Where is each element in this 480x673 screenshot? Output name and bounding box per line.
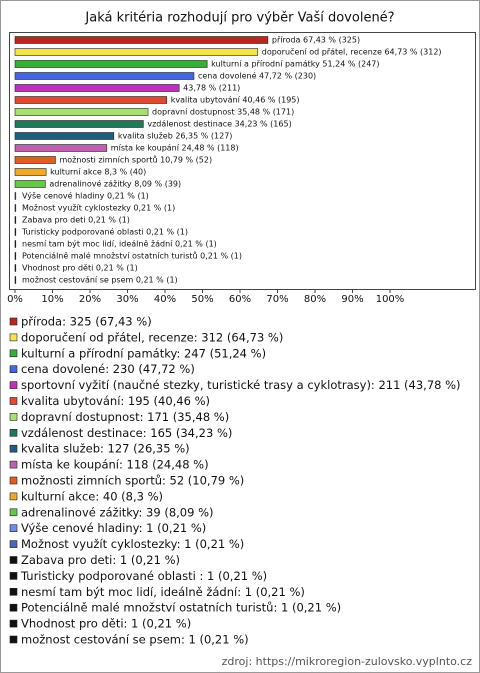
bar-label: příroda 67,43 % (325) — [272, 36, 360, 45]
bar — [14, 60, 208, 68]
legend-label: příroda: 325 (67,43 %) — [21, 315, 152, 329]
x-tick-label: 50% — [191, 294, 213, 305]
legend-swatch — [9, 508, 18, 517]
bar — [14, 228, 17, 236]
bar-label: doporučení od přátel, recenze 64,73 % (3… — [262, 47, 442, 57]
bar — [14, 276, 17, 284]
x-tick-label: 70% — [266, 294, 288, 305]
legend-swatch — [9, 476, 18, 485]
bar-label: 43,78 % (211) — [183, 84, 240, 93]
legend-swatch — [9, 381, 18, 389]
chart-title: Jaká kritéria rozhodují pro výběr Vaší d… — [84, 11, 394, 26]
legend-label: možnosti zimních sportů: 52 (10,79 %) — [21, 474, 244, 488]
legend-swatch — [9, 413, 18, 421]
legend-swatch — [9, 603, 18, 612]
x-tick-label: 30% — [116, 294, 138, 305]
legend-swatch — [9, 444, 18, 453]
bar-label: Vhodnost pro děti 0,21 % (1) — [22, 264, 138, 273]
bar-label: adrenalinové zážitky 8,09 % (39) — [49, 179, 181, 189]
legend-label: kulturní akce: 40 (8,3 %) — [21, 489, 163, 503]
legend-swatch — [9, 556, 18, 564]
legend-label: cena dovolené: 230 (47,72 %) — [21, 362, 195, 376]
bar — [14, 108, 149, 116]
legend-swatch — [9, 397, 18, 405]
legend-label: místa ke koupání: 118 (24,48 %) — [21, 458, 209, 472]
legend-label: Možnost využít cyklostezky: 1 (0,21 %) — [21, 537, 244, 551]
bar — [14, 72, 195, 80]
legend-swatch — [9, 349, 18, 358]
bar — [14, 144, 108, 152]
bar-label: Potenciálně malé množství ostatních turi… — [22, 251, 242, 261]
x-tick-label: 60% — [229, 294, 251, 305]
legend-label: možnost cestování se psem: 1 (0,21 %) — [21, 633, 249, 647]
bar-label: kulturní akce 8,3 % (40) — [50, 168, 146, 177]
legend-label: Zabava pro deti: 1 (0,21 %) — [21, 553, 180, 567]
legend-label: kvalita ubytování: 195 (40,46 %) — [21, 394, 210, 408]
bar-label: Zabava pro deti 0,21 % (1) — [22, 216, 130, 225]
bar-label: nesmí tam být moc lidí, ideálně žádní 0,… — [22, 240, 217, 249]
legend-label: adrenalinové zážitky: 39 (8,09 %) — [21, 505, 214, 519]
bar-label: Možnost využít cyklostezky 0,21 % (1) — [22, 204, 175, 213]
bar-label: Výše cenové hladiny 0,21 % (1) — [22, 191, 149, 201]
legend-swatch — [9, 428, 18, 437]
bar-label: kvalita ubytování 40,46 % (195) — [171, 96, 300, 105]
bar — [14, 264, 17, 272]
bar — [14, 180, 46, 188]
bar — [14, 240, 17, 248]
legend-label: vzdálenost destinace: 165 (34,23 %) — [21, 426, 232, 440]
bar — [14, 48, 259, 56]
bar-label: cena dovolené 47,72 % (230) — [198, 71, 316, 81]
bar — [14, 36, 269, 44]
bar — [14, 204, 17, 212]
bar — [14, 132, 115, 140]
x-tick-label: 80% — [304, 294, 326, 305]
legend-label: Potenciálně malé množství ostatních turi… — [21, 601, 341, 615]
bar-label: vzdálenost destinace 34,23 % (165) — [147, 120, 291, 129]
bar-label: místa ke koupání 24,48 % (118) — [111, 144, 239, 153]
x-tick-label: 20% — [79, 294, 101, 305]
legend-label: nesmí tam být moc lidí, ideálně žádní: 1… — [21, 585, 305, 599]
x-tick-label: 100% — [376, 294, 405, 305]
x-tick-label: 10% — [41, 294, 63, 305]
legend-label: doporučení od přátel, recenze: 312 (64,7… — [21, 330, 283, 344]
legend-swatch — [9, 572, 18, 580]
bar-label: kulturní a přírodní památky 51,24 % (247… — [211, 60, 379, 69]
legend-label: Turisticky podporované oblasti : 1 (0,21… — [20, 569, 267, 583]
bar — [14, 252, 17, 260]
legend-label: Vhodnost pro děti: 1 (0,21 %) — [21, 617, 191, 631]
bar — [14, 120, 144, 128]
bar-label: dopravní dostupnost 35,48 % (171) — [152, 108, 294, 117]
legend-swatch — [9, 492, 18, 501]
bar — [14, 192, 17, 200]
legend-swatch — [9, 635, 18, 644]
legend-swatch — [9, 365, 18, 374]
x-tick-label: 40% — [154, 294, 176, 305]
bar — [14, 156, 56, 164]
x-tick-label: 0% — [7, 294, 23, 305]
legend-label: sportovní vyžití (naučné stezky, turisti… — [21, 378, 461, 392]
bar — [14, 216, 17, 224]
bar-label: Turisticky podporované oblasti 0,21 % (1… — [21, 227, 188, 237]
legend-swatch — [9, 540, 18, 548]
legend-swatch — [9, 524, 18, 533]
legend-label: Výše cenové hladiny: 1 (0,21 %) — [21, 521, 206, 535]
bar — [14, 84, 180, 92]
bar-label: kvalita služeb 26,35 % (127) — [118, 132, 233, 141]
bar — [14, 96, 168, 104]
source: zdroj: https://mikroregion-zulovsko.vypl… — [222, 655, 473, 668]
legend-swatch — [9, 619, 18, 628]
legend-label: kvalita služeb: 127 (26,35 %) — [21, 442, 190, 456]
bar — [14, 168, 47, 176]
bar-label: možnost cestování se psem 0,21 % (1) — [22, 276, 178, 285]
x-tick-label: 90% — [341, 294, 363, 305]
legend-label: dopravní dostupnost: 171 (35,48 %) — [21, 410, 229, 424]
bar-label: možnosti zimních sportů 10,79 % (52) — [59, 155, 212, 165]
legend-swatch — [9, 460, 18, 469]
legend-swatch — [9, 333, 18, 342]
legend-swatch — [9, 587, 18, 596]
legend-label: kulturní a přírodní památky: 247 (51,24 … — [21, 346, 266, 360]
legend-swatch — [9, 317, 18, 326]
